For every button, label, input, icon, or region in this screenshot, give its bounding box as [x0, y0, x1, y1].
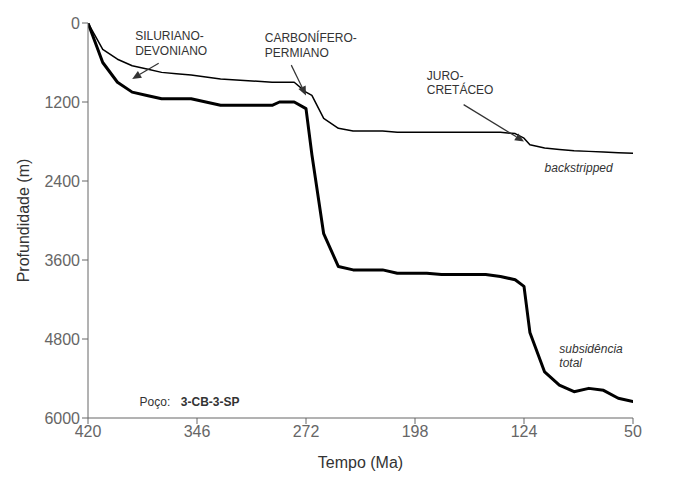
svg-text:3600: 3600 — [44, 252, 80, 269]
svg-text:272: 272 — [293, 423, 320, 440]
svg-text:4800: 4800 — [44, 331, 80, 348]
svg-text:198: 198 — [402, 423, 429, 440]
svg-text:JURO-CRETÁCEO: JURO-CRETÁCEO — [427, 69, 494, 97]
svg-text:Tempo (Ma): Tempo (Ma) — [318, 454, 403, 471]
svg-text:124: 124 — [511, 423, 538, 440]
svg-text:backstripped: backstripped — [545, 161, 613, 175]
svg-text:Profundidade (m): Profundidade (m) — [15, 159, 32, 283]
svg-text:subsidênciatotal: subsidênciatotal — [559, 342, 623, 370]
svg-text:6000: 6000 — [44, 410, 80, 427]
svg-text:SILURIANO-DEVONIANO: SILURIANO-DEVONIANO — [135, 29, 207, 57]
svg-text:1200: 1200 — [44, 94, 80, 111]
svg-text:420: 420 — [74, 423, 102, 441]
svg-text:2400: 2400 — [44, 173, 80, 190]
svg-text:CARBONÍFERO-PERMIANO: CARBONÍFERO-PERMIANO — [265, 30, 357, 59]
svg-text:346: 346 — [184, 423, 211, 440]
svg-text:0: 0 — [71, 15, 80, 32]
svg-text:Poço:: Poço: — [140, 395, 171, 409]
svg-text:3-CB-3-SP: 3-CB-3-SP — [181, 395, 240, 409]
svg-text:50: 50 — [624, 423, 642, 440]
